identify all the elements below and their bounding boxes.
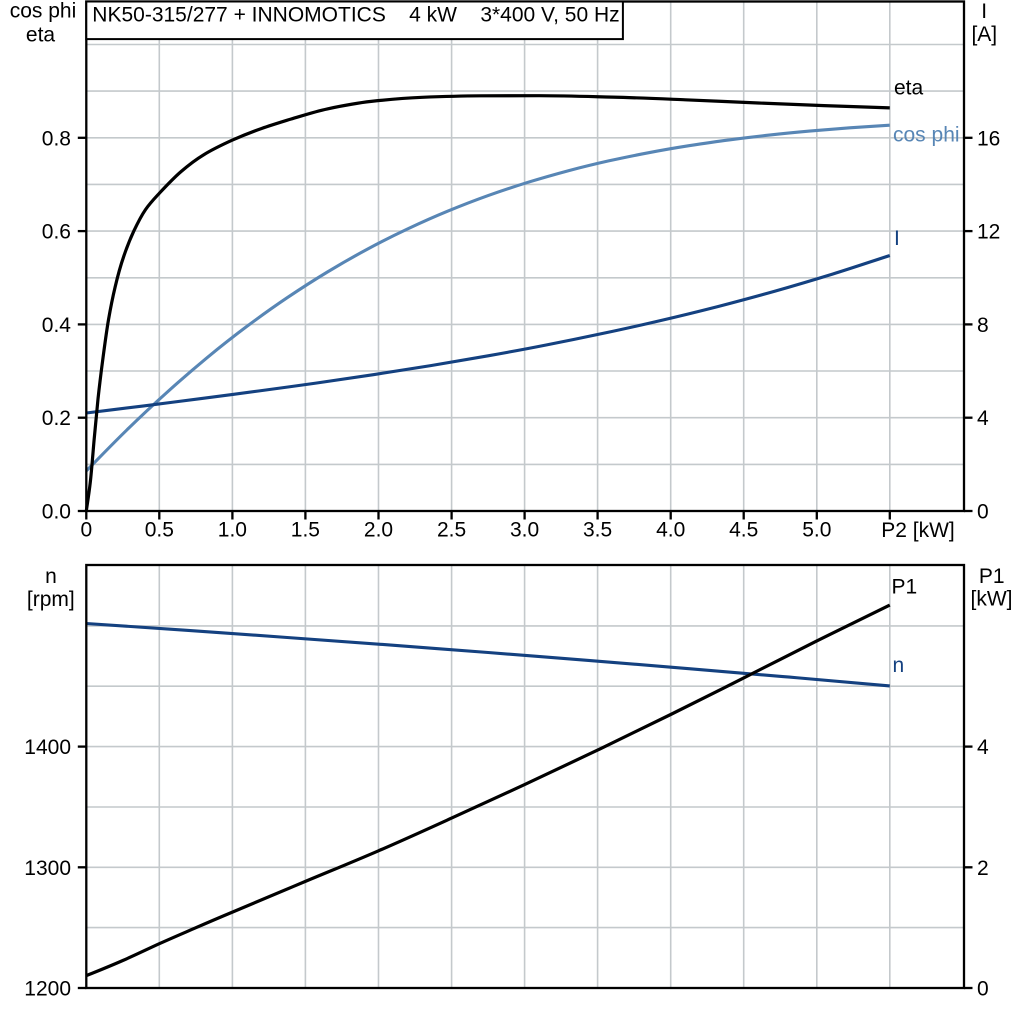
svg-text:I: I bbox=[981, 0, 987, 23]
svg-text:1300: 1300 bbox=[24, 857, 71, 880]
svg-text:eta: eta bbox=[26, 23, 56, 46]
svg-text:0.4: 0.4 bbox=[42, 314, 72, 337]
svg-text:5.0: 5.0 bbox=[802, 519, 831, 542]
svg-text:2.5: 2.5 bbox=[437, 519, 466, 542]
svg-text:n: n bbox=[45, 565, 57, 588]
svg-text:1.5: 1.5 bbox=[291, 519, 320, 542]
svg-text:3.0: 3.0 bbox=[510, 519, 539, 542]
svg-text:P1: P1 bbox=[979, 565, 1005, 588]
svg-text:cos phi: cos phi bbox=[893, 124, 960, 147]
svg-text:3.5: 3.5 bbox=[583, 519, 612, 542]
svg-text:2: 2 bbox=[977, 857, 989, 880]
svg-text:1.0: 1.0 bbox=[218, 519, 247, 542]
svg-text:0: 0 bbox=[977, 978, 989, 1001]
svg-text:1400: 1400 bbox=[24, 736, 71, 759]
svg-text:P2 [kW]: P2 [kW] bbox=[881, 519, 955, 542]
svg-text:4: 4 bbox=[977, 407, 989, 430]
svg-text:0.0: 0.0 bbox=[42, 501, 71, 524]
svg-text:NK50-315/277 + INNOMOTICS 4: NK50-315/277 + INNOMOTICS 4 kW 3*400 V, … bbox=[92, 3, 619, 26]
svg-text:8: 8 bbox=[977, 314, 989, 337]
svg-text:0.6: 0.6 bbox=[42, 221, 71, 244]
svg-text:0: 0 bbox=[977, 501, 989, 524]
svg-text:I: I bbox=[894, 227, 900, 250]
svg-text:eta: eta bbox=[894, 77, 924, 100]
svg-text:[A]: [A] bbox=[971, 23, 997, 46]
svg-text:0.2: 0.2 bbox=[42, 407, 71, 430]
svg-text:0.5: 0.5 bbox=[145, 519, 174, 542]
svg-text:2.0: 2.0 bbox=[364, 519, 393, 542]
svg-text:4.5: 4.5 bbox=[729, 519, 758, 542]
svg-text:0.8: 0.8 bbox=[42, 127, 71, 150]
svg-text:12: 12 bbox=[977, 221, 1000, 244]
svg-text:cos phi: cos phi bbox=[10, 0, 77, 23]
svg-text:4.0: 4.0 bbox=[656, 519, 685, 542]
svg-text:16: 16 bbox=[977, 127, 1000, 150]
svg-text:4: 4 bbox=[977, 736, 989, 759]
svg-text:P1: P1 bbox=[892, 576, 918, 599]
svg-text:n: n bbox=[893, 654, 905, 677]
svg-text:[rpm]: [rpm] bbox=[27, 588, 75, 611]
svg-text:0: 0 bbox=[80, 519, 92, 542]
svg-text:1200: 1200 bbox=[24, 978, 71, 1001]
svg-text:[kW]: [kW] bbox=[971, 588, 1013, 611]
